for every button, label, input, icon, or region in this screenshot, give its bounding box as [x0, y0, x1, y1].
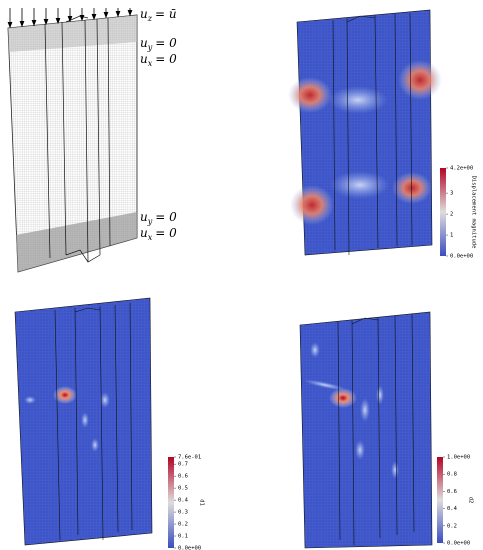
bc-label: uy= 0	[140, 36, 177, 52]
mesh-panel	[8, 8, 137, 272]
variable: u	[140, 226, 148, 240]
subscript: x	[148, 59, 153, 68]
colorbar-tick-label: 0.0e+00	[450, 254, 473, 260]
colorbar	[437, 457, 443, 543]
colorbar-tick-label: 0.0e+00	[447, 541, 470, 547]
colorbar-tick-label: 0.3	[178, 510, 188, 516]
colorbar	[440, 168, 446, 256]
colorbar-tick-label: 7.6e-01	[178, 455, 201, 461]
figure: uz= ūuy= 0ux= 0uy= 0ux= 0 4.2e+003210.0e…	[0, 0, 483, 550]
rhs: = 0	[155, 226, 177, 240]
colorbar-tick-label: 0.6	[447, 489, 457, 495]
colorbar-tick-label: 0.4	[447, 506, 458, 512]
rhs: = 0	[155, 210, 177, 224]
bc-label: uy= 0	[140, 210, 177, 226]
colorbar-tick-label: 0.0e+00	[178, 546, 201, 550]
boundary-labels: uz= ūuy= 0ux= 0uy= 0ux= 0	[140, 7, 177, 242]
colorbar	[168, 457, 174, 548]
colorbar-tick-label: 0.6	[178, 474, 188, 480]
subscript: z	[147, 14, 153, 23]
colorbar-tick-label: 0.2	[178, 522, 188, 528]
variable: u	[140, 210, 148, 224]
variable: u	[140, 36, 148, 50]
rhs: = 0	[155, 36, 177, 50]
colorbar-tick-label: 0.1	[178, 534, 188, 540]
colorbar-tick-label: 0.4	[178, 498, 189, 504]
variable: u	[140, 52, 148, 66]
colorbar-title: Displacement magnitude	[471, 176, 477, 249]
bc-label: ux= 0	[140, 52, 177, 68]
rhs: = ū	[155, 7, 177, 21]
colorbar-tick-label: 0.7	[178, 462, 188, 468]
colorbar-tick-label: 3	[450, 191, 453, 197]
subscript: y	[147, 43, 153, 52]
colorbar-tick-label: 2	[450, 212, 453, 218]
colorbar-tick-label: 4.2e+00	[450, 166, 473, 172]
colorbar-tick-label: 0.2	[447, 523, 457, 529]
colorbar-tick-label: 0.8	[447, 472, 457, 478]
colorbar-title: d2	[468, 497, 474, 504]
d2-panel	[300, 312, 432, 548]
bc-label: uz= ū	[140, 7, 177, 23]
variable: u	[140, 7, 148, 21]
subscript: x	[148, 233, 153, 242]
bc-label: ux= 0	[140, 226, 177, 242]
colorbar-tick-label: 0.5	[178, 486, 188, 492]
d1-panel	[15, 298, 152, 545]
colorbar-title: d1	[199, 499, 205, 506]
colorbar-tick-label: 1	[450, 233, 453, 239]
colorbar-tick-label: 1.0e+00	[447, 455, 470, 461]
subscript: y	[147, 217, 153, 226]
displacement-panel	[288, 10, 442, 255]
rhs: = 0	[155, 52, 177, 66]
